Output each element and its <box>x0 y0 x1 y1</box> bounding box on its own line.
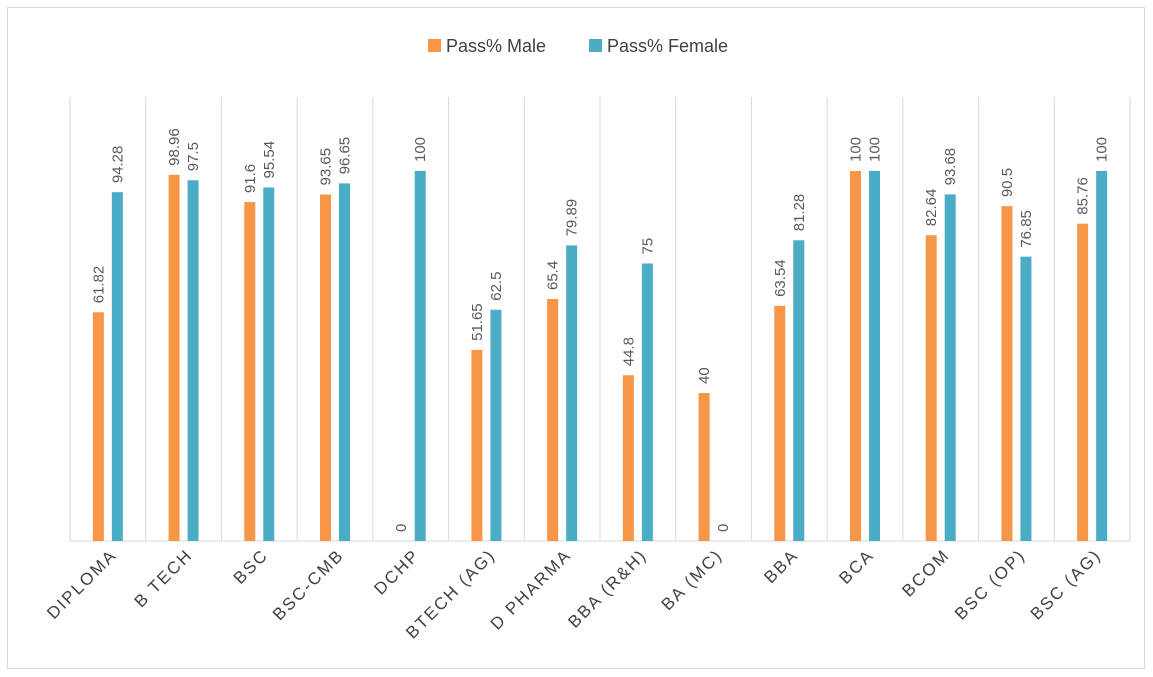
bar-pass-male-bsc-cmb <box>320 194 331 541</box>
bar-pass-female-diploma <box>112 192 123 541</box>
bar-pass-female-bsc-cmb <box>339 183 350 541</box>
category-label-d-pharma: D PHARMA <box>487 545 575 633</box>
category-label-bsc: BSC <box>230 545 272 587</box>
legend: Pass% Male Pass% Female <box>428 36 728 56</box>
bar-pass-female-bba-r-h <box>642 264 653 542</box>
bar-pass-male-bsc <box>244 202 255 541</box>
category-label-b-tech: B TECH <box>131 545 197 611</box>
bar-pass-female-bsc-ag <box>1096 171 1107 541</box>
data-label-pass-female-bsc: 95.54 <box>261 141 278 179</box>
data-label-pass-male-bsc-cmb: 93.65 <box>318 148 335 186</box>
category-label-bsc-cmb: BSC-CMB <box>269 545 348 624</box>
legend-label-pass-female: Pass% Female <box>607 36 728 56</box>
data-label-pass-male-bsc: 91.6 <box>242 164 259 193</box>
category-label-bca: BCA <box>835 545 877 587</box>
grid-lines <box>70 97 1130 541</box>
data-label-pass-female-bsc-op: 76.85 <box>1018 210 1035 248</box>
data-label-pass-female-d-pharma: 79.89 <box>564 199 581 237</box>
data-label-pass-male-d-pharma: 65.4 <box>545 261 562 290</box>
bar-pass-female-bcom <box>945 194 956 541</box>
data-label-pass-male-bcom: 82.64 <box>923 189 940 227</box>
data-label-pass-female-bba: 81.28 <box>791 194 808 232</box>
category-label-bsc-op: BSC (OP) <box>951 545 1029 623</box>
data-label-pass-male-bba: 63.54 <box>772 259 789 297</box>
data-label-pass-male-dchp: 0 <box>393 524 410 532</box>
data-label-pass-male-bca: 100 <box>848 137 865 162</box>
category-label-bba-r-h: BBA (R&H) <box>564 545 650 631</box>
bar-pass-female-dchp <box>415 171 426 541</box>
bar-pass-male-bca <box>850 171 861 541</box>
data-label-pass-male-bsc-ag: 85.76 <box>1075 177 1092 215</box>
bar-pass-male-bsc-ag <box>1077 224 1088 541</box>
data-label-pass-male-ba-mc: 40 <box>696 367 713 384</box>
bar-pass-male-b-tech <box>169 175 180 541</box>
data-label-pass-male-diploma: 61.82 <box>90 266 107 304</box>
data-label-pass-male-btech-ag: 51.65 <box>469 303 486 341</box>
bar-pass-male-bcom <box>926 235 937 541</box>
data-label-pass-female-b-tech: 97.5 <box>185 142 202 171</box>
data-label-pass-female-dchp: 100 <box>412 137 429 162</box>
bar-pass-male-bba-r-h <box>623 375 634 541</box>
category-label-bcom: BCOM <box>898 545 953 600</box>
bar-pass-female-bsc <box>263 188 274 541</box>
bar-pass-female-bca <box>869 171 880 541</box>
category-label-bsc-ag: BSC (AG) <box>1027 545 1105 623</box>
legend-swatch-pass-male <box>428 39 441 52</box>
data-label-pass-female-bsc-cmb: 96.65 <box>337 137 354 175</box>
bar-pass-male-ba-mc <box>699 393 710 541</box>
bar-pass-female-bsc-op <box>1020 257 1031 541</box>
legend-label-pass-male: Pass% Male <box>446 36 546 56</box>
data-label-pass-female-bca: 100 <box>867 137 884 162</box>
bar-pass-male-d-pharma <box>547 299 558 541</box>
data-label-pass-male-bba-r-h: 44.8 <box>620 337 637 366</box>
data-label-pass-female-bba-r-h: 75 <box>639 238 656 255</box>
bar-pass-male-bsc-op <box>1001 206 1012 541</box>
bar-pass-male-diploma <box>93 312 104 541</box>
bar-pass-female-b-tech <box>188 180 199 541</box>
category-label-bba: BBA <box>760 545 802 587</box>
legend-swatch-pass-female <box>589 39 602 52</box>
data-label-pass-female-btech-ag: 62.5 <box>488 272 505 301</box>
bar-pass-female-bba <box>793 240 804 541</box>
data-label-pass-female-ba-mc: 0 <box>715 524 732 532</box>
data-label-pass-male-bsc-op: 90.5 <box>999 168 1016 197</box>
bar-pass-male-btech-ag <box>471 350 482 541</box>
bar-pass-female-btech-ag <box>490 310 501 541</box>
category-label-ba-mc: BA (MC) <box>658 545 727 614</box>
category-label-dchp: DCHP <box>370 545 423 598</box>
bar-pass-female-d-pharma <box>566 245 577 541</box>
data-label-pass-male-b-tech: 98.96 <box>166 128 183 166</box>
bar-pass-male-bba <box>774 306 785 541</box>
category-label-diploma: DIPLOMA <box>43 545 120 622</box>
data-label-pass-female-bcom: 93.68 <box>942 148 959 186</box>
data-label-pass-female-bsc-ag: 100 <box>1094 137 1111 162</box>
data-label-pass-female-diploma: 94.28 <box>109 146 126 184</box>
